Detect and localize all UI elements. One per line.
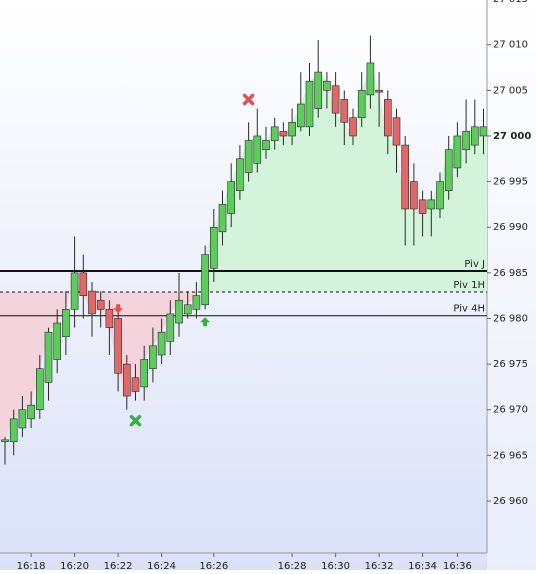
candle-body <box>157 331 166 356</box>
candle-body <box>470 126 479 146</box>
candle-body <box>218 204 227 233</box>
x-tick-label: 16:24 <box>147 561 176 570</box>
plot-area <box>0 35 487 465</box>
x-tick-label: 16:36 <box>443 561 472 570</box>
x-tick-label: 16:26 <box>199 561 228 570</box>
y-tick-label: 26 995 <box>493 177 528 188</box>
pivot-label: Piv J <box>464 259 485 270</box>
candle-body <box>88 290 96 315</box>
x-tick-label: 16:30 <box>321 561 350 570</box>
candle-body <box>105 309 114 328</box>
pivot-label: Piv 4H <box>453 304 485 315</box>
candle-body <box>192 295 201 310</box>
candle-body <box>236 158 244 192</box>
candle-body <box>166 313 175 342</box>
candle-body <box>270 126 279 141</box>
candle-body <box>444 149 453 192</box>
cross-marker <box>129 414 142 427</box>
candle-body <box>340 99 349 123</box>
candle-body <box>62 309 70 338</box>
y-tick-label: 26 960 <box>493 496 528 507</box>
y-tick-label: 26 965 <box>493 450 528 461</box>
candle-body <box>401 144 410 210</box>
y-tick-label: 27 010 <box>493 40 528 51</box>
candle-body <box>96 299 105 310</box>
candle-body <box>357 90 366 119</box>
candle-body <box>123 363 131 397</box>
candle-body <box>149 345 157 369</box>
y-tick-label: 26 980 <box>493 313 528 324</box>
pivot-label: Piv 1H <box>453 280 485 291</box>
candle-body <box>53 322 62 360</box>
candle-body <box>453 135 462 169</box>
axis-panel <box>487 0 536 570</box>
x-tick-label: 16:18 <box>17 561 46 570</box>
candle-body <box>366 62 375 96</box>
cross-marker <box>242 93 255 106</box>
candle-body <box>253 135 262 164</box>
candle-body <box>131 377 140 392</box>
candle-body <box>323 80 331 91</box>
y-tick-label: 26 985 <box>493 268 528 279</box>
candle-body <box>27 404 35 420</box>
candle-body <box>427 199 436 210</box>
y-tick-label: 26 990 <box>493 222 528 233</box>
candle-body <box>392 117 401 146</box>
candle-body <box>479 126 487 137</box>
y-tick-label: 27 000 <box>493 131 531 142</box>
candle-body <box>383 99 392 137</box>
candle-body <box>140 359 148 388</box>
candle-body <box>314 71 323 109</box>
x-tick-label: 16:20 <box>60 561 89 570</box>
candle-body <box>462 131 470 150</box>
y-tick-label: 26 975 <box>493 359 528 370</box>
candle-body <box>35 368 44 411</box>
candle-body <box>305 80 314 128</box>
candle-body <box>262 140 270 150</box>
x-tick-label: 16:22 <box>104 561 133 570</box>
candle-body <box>244 140 253 173</box>
candle-body <box>114 318 122 374</box>
candle-body <box>1 439 9 442</box>
candle-body <box>410 181 418 210</box>
candle-body <box>201 254 209 306</box>
arrow-marker <box>200 317 211 327</box>
x-tick-label: 16:34 <box>408 561 437 570</box>
candle-body <box>418 199 427 214</box>
candle-body <box>288 121 296 137</box>
candle-body <box>70 272 79 310</box>
x-tick-label: 16:28 <box>278 561 307 570</box>
candle-body <box>175 299 183 324</box>
x-tick-label: 16:32 <box>365 561 394 570</box>
arrow-marker <box>113 304 124 314</box>
candle-body <box>9 418 18 442</box>
y-tick-label: 26 970 <box>493 405 528 416</box>
candle-body <box>183 304 192 315</box>
candle-body <box>79 272 88 296</box>
y-tick-label: 27 005 <box>493 85 528 96</box>
candle-body <box>349 117 357 137</box>
y-tick-label: 27 015 <box>493 0 528 5</box>
candle-body <box>296 103 305 128</box>
candle-body <box>210 226 218 269</box>
candle-body <box>279 131 288 137</box>
candle-body <box>44 331 53 383</box>
candle-body <box>227 181 235 214</box>
candle-body <box>375 90 383 93</box>
candle-body <box>18 409 27 429</box>
candle-body <box>331 85 340 114</box>
candle-body <box>436 181 444 210</box>
